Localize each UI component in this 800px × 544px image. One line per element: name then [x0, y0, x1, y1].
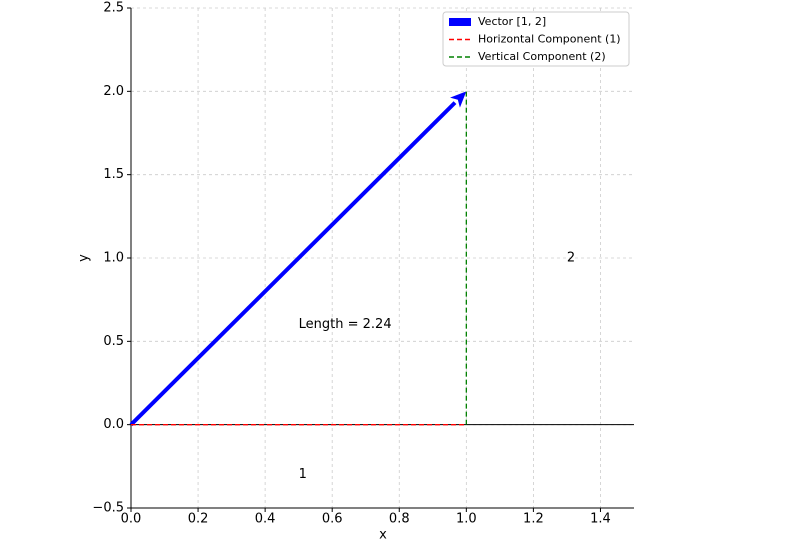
y-tick-label: 2.0 [103, 84, 124, 99]
legend-box [442, 11, 630, 67]
legend: Vector [1, 2] Horizontal Component (1) Ver… [442, 11, 630, 67]
y-axis-label: y [77, 254, 92, 262]
x-tick-label: 0.8 [389, 512, 410, 527]
annotation: 1 [299, 467, 307, 482]
y-tick-label: 0.0 [103, 417, 124, 432]
annotation: 2 [567, 251, 575, 266]
y-tick-label: 2.5 [103, 1, 124, 16]
legend-label: Vertical Component (2) [478, 50, 606, 63]
x-tick-label: 1.2 [523, 512, 544, 527]
x-tick-label: 0.2 [188, 512, 209, 527]
y-tick-label: −0.5 [92, 501, 124, 516]
annotation: Length = 2.24 [299, 317, 392, 332]
x-tick-label: 1.4 [590, 512, 611, 527]
arrow-head [450, 91, 467, 108]
y-tick-label: 1.5 [103, 167, 124, 182]
y-tick-label: 1.0 [103, 251, 124, 266]
legend-label: Vector [1, 2] [478, 15, 546, 28]
vector-arrow [129, 101, 457, 427]
x-tick-label: 1.0 [456, 512, 477, 527]
y-tick-label: 0.5 [103, 334, 124, 349]
legend-swatch [449, 18, 471, 26]
legend-label: Horizontal Component (1) [478, 33, 621, 46]
x-tick-label: 0.4 [255, 512, 276, 527]
x-tick-label: 0.0 [121, 512, 142, 527]
x-tick-label: 0.6 [322, 512, 343, 527]
x-axis-label: x [379, 528, 387, 543]
